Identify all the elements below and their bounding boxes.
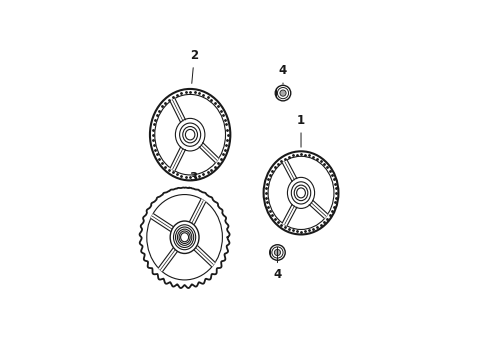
Polygon shape (309, 201, 328, 218)
Polygon shape (282, 160, 297, 181)
Polygon shape (282, 204, 297, 226)
Text: 2: 2 (190, 49, 198, 84)
Polygon shape (194, 246, 215, 266)
Text: 1: 1 (297, 114, 305, 147)
Polygon shape (158, 248, 177, 271)
Text: 4: 4 (279, 64, 287, 84)
Circle shape (274, 249, 281, 256)
Circle shape (280, 90, 286, 96)
Polygon shape (170, 147, 185, 171)
Polygon shape (190, 199, 206, 224)
Text: 4: 4 (273, 247, 282, 281)
Polygon shape (151, 214, 173, 231)
Polygon shape (199, 143, 219, 162)
Polygon shape (170, 99, 185, 122)
Text: 3: 3 (189, 171, 197, 188)
